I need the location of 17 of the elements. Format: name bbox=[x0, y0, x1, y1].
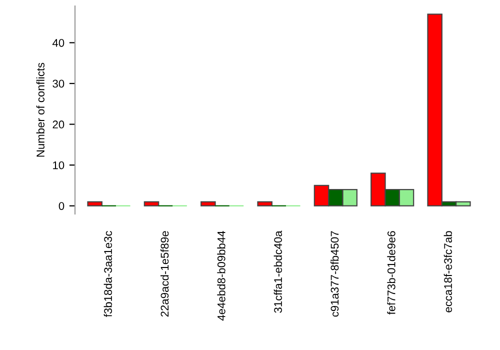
bar bbox=[87, 201, 102, 206]
y-tick-label: 0 bbox=[58, 202, 64, 210]
bar bbox=[144, 201, 160, 206]
y-axis-title: Number of conflicts bbox=[36, 62, 44, 157]
x-tick-label: 31cffa1-ebdc40a bbox=[274, 230, 282, 313]
y-tick-label: 20 bbox=[52, 120, 64, 128]
x-tick-label: fef773b-01de9e6 bbox=[387, 231, 396, 315]
bar bbox=[257, 201, 272, 206]
bar bbox=[200, 201, 216, 206]
x-tick-label: 4e4ebd8-b09bb44 bbox=[217, 230, 226, 321]
x-tick-label: ecca18f-e3fc7ab bbox=[444, 231, 452, 312]
y-tick-label: 10 bbox=[53, 161, 64, 170]
x-tick-label: f3b18da-3aa1e3c bbox=[104, 230, 112, 317]
x-tick-label: c91a377-8fb4507 bbox=[330, 231, 339, 317]
y-tick-label: 30 bbox=[52, 80, 64, 88]
x-tick-label: 22a9acd-1e5f89e bbox=[160, 231, 169, 317]
y-tick-label: 40 bbox=[52, 38, 64, 47]
